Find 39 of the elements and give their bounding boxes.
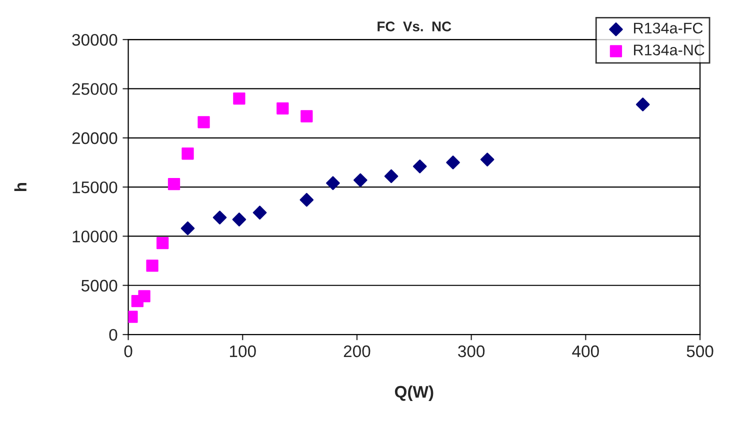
y-tick-label: 25000	[72, 83, 118, 95]
point	[353, 173, 368, 188]
point	[146, 260, 158, 272]
point	[182, 148, 194, 160]
x-tick-label: 500	[686, 345, 714, 358]
y-axis-title: h	[14, 182, 26, 191]
point	[300, 110, 313, 122]
legend-label: R134a-FC	[634, 22, 703, 34]
point	[636, 98, 650, 112]
point	[300, 192, 314, 207]
point	[232, 212, 246, 226]
y-tick-label: 5000	[81, 280, 118, 292]
legend-label: R134a-NC	[634, 44, 704, 56]
point	[138, 290, 150, 302]
x-axis-title: Q(W)	[394, 385, 434, 402]
point	[233, 92, 246, 105]
x-tick-label: 0	[124, 345, 132, 358]
point	[156, 237, 169, 250]
point	[480, 152, 494, 166]
point	[180, 221, 195, 236]
point	[326, 176, 340, 190]
x-tick-label: 300	[458, 345, 485, 358]
x-tick-label: 100	[230, 345, 256, 358]
point	[276, 102, 289, 114]
point	[198, 116, 210, 128]
chart-title: FC Vs. NC	[378, 22, 452, 32]
point	[252, 206, 267, 220]
x-tick-label: 400	[572, 345, 599, 358]
y-tick-label: 30000	[72, 34, 118, 46]
point	[446, 156, 460, 170]
y-tick-label: 0	[109, 328, 118, 341]
point	[412, 159, 427, 174]
point	[384, 169, 398, 184]
y-tick-label: 20000	[72, 132, 118, 144]
y-tick-label: 15000	[72, 181, 118, 194]
point	[168, 178, 180, 190]
x-tick-label: 200	[344, 345, 370, 358]
point	[212, 210, 227, 224]
y-tick-label: 10000	[72, 230, 118, 242]
